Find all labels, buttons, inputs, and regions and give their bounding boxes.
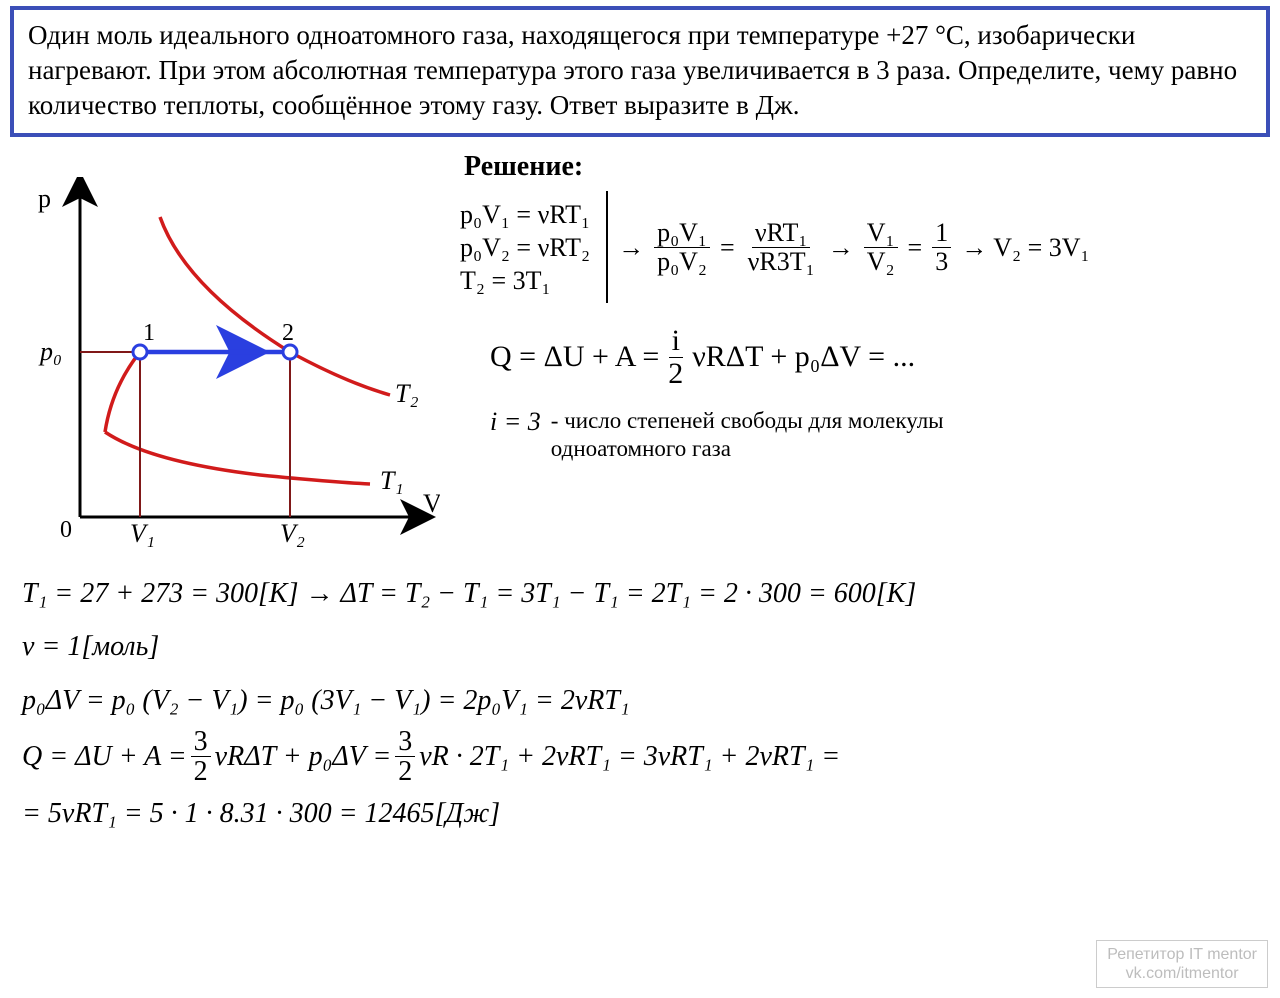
watermark-line-1: Репетитор IT mentor: [1107, 945, 1257, 964]
svg-text:V₁: V₁: [130, 519, 155, 548]
watermark-line-2: vk.com/itmentor: [1107, 964, 1257, 983]
frac-4: 1 3: [932, 219, 951, 275]
i-over-2: i 2: [665, 325, 686, 389]
frac-3-2-a: 3 2: [191, 727, 211, 787]
system-tail: → V₂ = 3V₁: [961, 232, 1089, 263]
sys-eq-3: T₂ = 3T₁: [460, 265, 590, 296]
i-note-text: - число степеней свободы для молекулы од…: [551, 407, 971, 462]
pv-diagram: p V 0 p₀ V₁ V₂ T₁ T₂ 1 2: [10, 149, 450, 557]
q-equation: Q = ΔU + A = i 2 νRΔT + p₀ΔV = ...: [490, 325, 1270, 389]
eq-line-5: = 5νRT₁ = 5 · 1 · 8.31 · 300 = 12465[Дж]: [22, 787, 1270, 840]
solution-title: Решение:: [464, 151, 1270, 183]
eq-line-3: p₀ΔV = p₀ (V₂ − V₁) = p₀ (3V₁ − V₁) = 2p…: [22, 674, 1270, 727]
bottom-equations: T₁ = 27 + 273 = 300[K] → ΔT = T₂ − T₁ = …: [10, 567, 1270, 840]
arrow-2: →: [828, 232, 854, 263]
svg-text:V₂: V₂: [280, 519, 305, 548]
solution-column: Решение: p₀V₁ = νRT₁ p₀V₂ = νRT₂ T₂ = 3T…: [450, 149, 1270, 462]
q-mid: νRΔT + p₀ΔV = ...: [692, 340, 915, 374]
svg-text:2: 2: [282, 320, 294, 346]
problem-statement: Один моль идеального одноатомного газа, …: [10, 6, 1270, 137]
svg-text:T₁: T₁: [380, 466, 404, 495]
sys-eq-1: p₀V₁ = νRT₁: [460, 199, 590, 230]
svg-text:p₀: p₀: [38, 337, 62, 366]
equation-system-row: p₀V₁ = νRT₁ p₀V₂ = νRT₂ T₂ = 3T₁ → p₀V₁ …: [460, 191, 1270, 303]
system-left: p₀V₁ = νRT₁ p₀V₂ = νRT₂ T₂ = 3T₁: [460, 199, 596, 297]
vertical-bar: [606, 191, 608, 303]
eq-line-4: Q = ΔU + A = 3 2 νRΔT + p₀ΔV = 3 2 νR · …: [22, 727, 1270, 787]
frac-1: p₀V₁ p₀V₂: [654, 219, 710, 275]
svg-text:1: 1: [143, 320, 155, 346]
problem-text: Один моль идеального одноатомного газа, …: [28, 20, 1237, 120]
pv-diagram-svg: p V 0 p₀ V₁ V₂ T₁ T₂ 1 2: [10, 177, 440, 557]
svg-text:V: V: [423, 489, 440, 518]
eq-line-1: T₁ = 27 + 273 = 300[K] → ΔT = T₂ − T₁ = …: [22, 567, 1270, 620]
eq-2: =: [908, 232, 923, 263]
frac-3: V₁ V₂: [864, 219, 898, 275]
i-eq: i = 3: [490, 407, 541, 437]
frac-2: νRT₁ νR3T₁: [745, 219, 818, 275]
eq-1: =: [720, 232, 735, 263]
frac-3-2-b: 3 2: [395, 727, 415, 787]
sys-eq-2: p₀V₂ = νRT₂: [460, 232, 590, 263]
page: Один моль идеального одноатомного газа, …: [0, 0, 1280, 998]
arrow-1: →: [618, 232, 644, 263]
svg-text:p: p: [38, 184, 51, 213]
middle-row: p V 0 p₀ V₁ V₂ T₁ T₂ 1 2 Решение: p₀V₁ =…: [10, 149, 1270, 557]
eq-line-2: ν = 1[моль]: [22, 620, 1270, 673]
watermark: Репетитор IT mentor vk.com/itmentor: [1096, 940, 1268, 988]
q-lead: Q = ΔU + A =: [490, 340, 659, 374]
i-note-row: i = 3 - число степеней свободы для молек…: [490, 407, 1270, 462]
svg-text:T₂: T₂: [395, 379, 419, 408]
svg-text:0: 0: [60, 517, 72, 543]
